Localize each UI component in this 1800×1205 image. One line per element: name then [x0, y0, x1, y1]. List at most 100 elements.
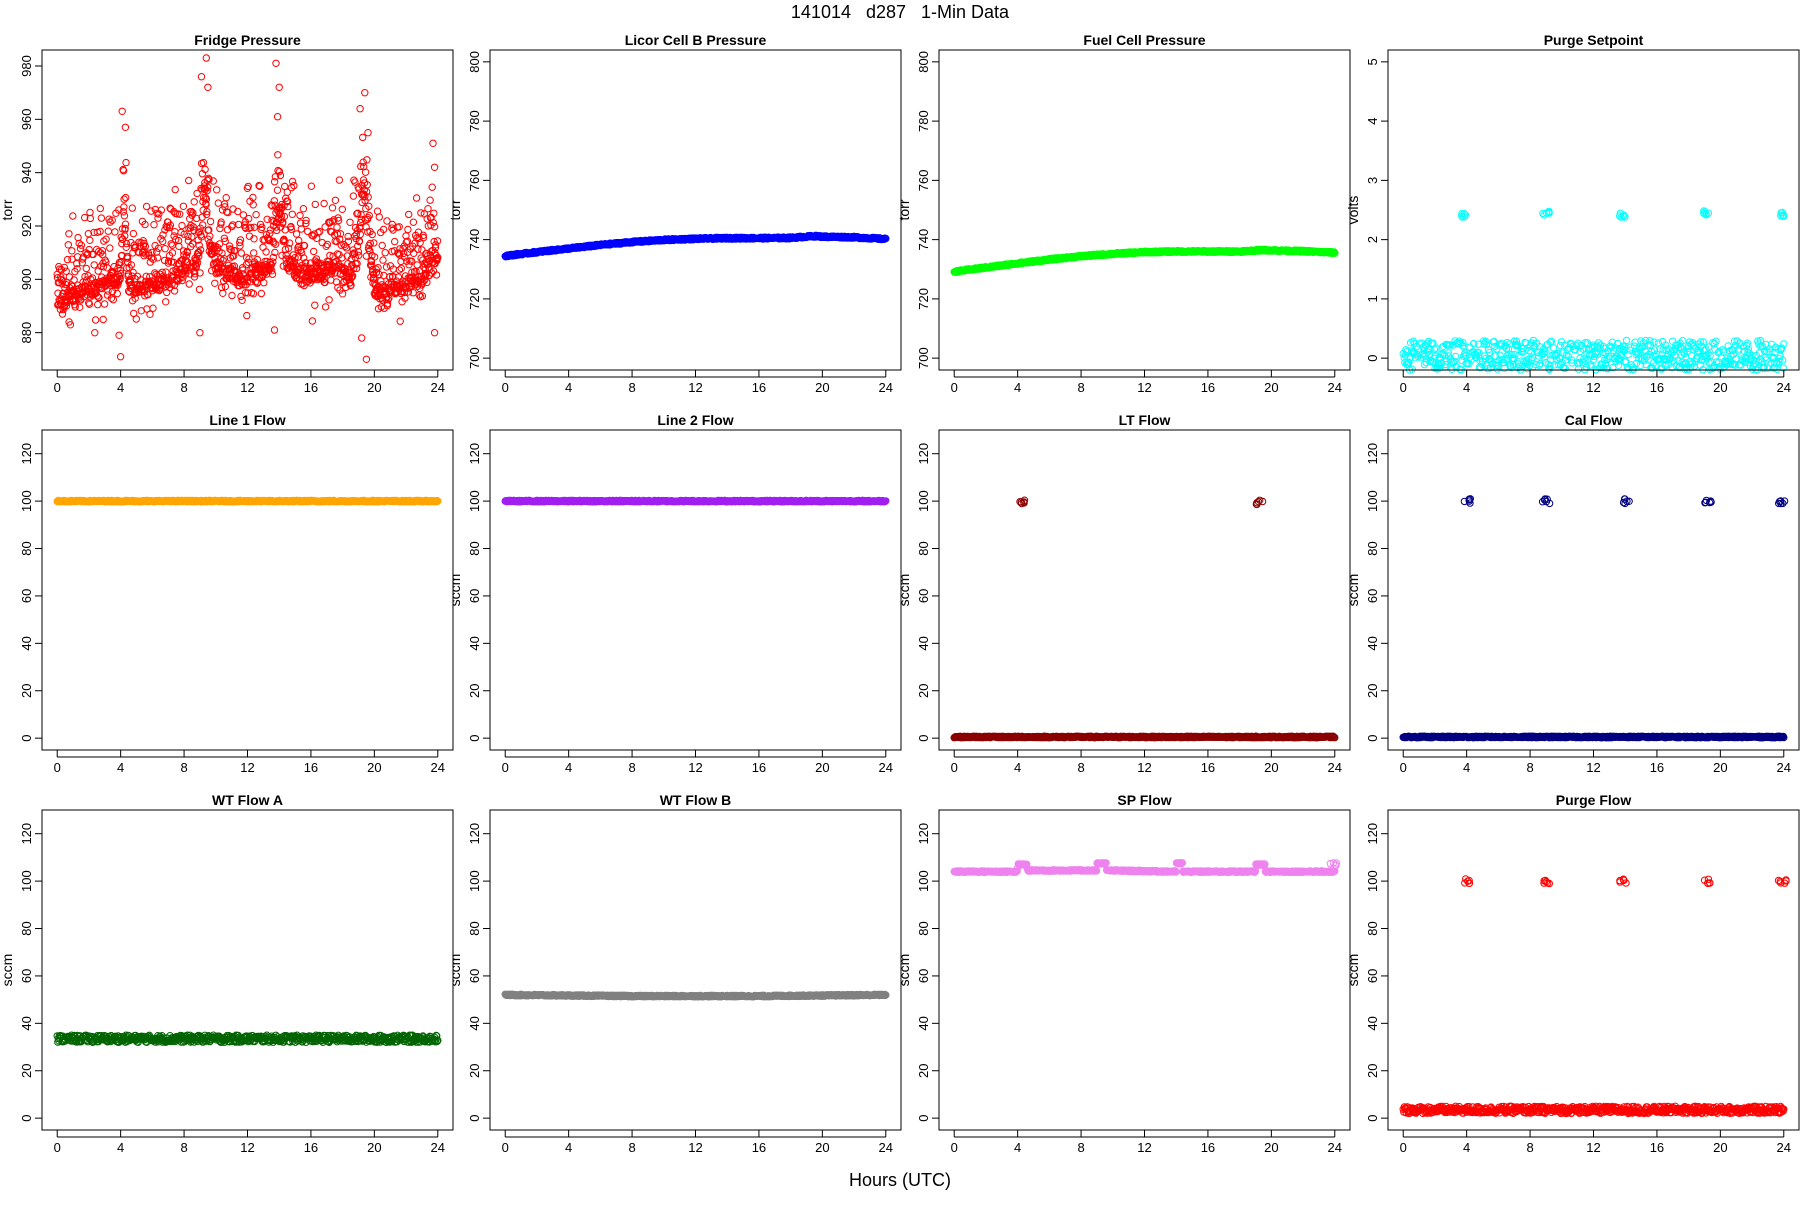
data-point: [97, 205, 103, 211]
y-tick-label: 800: [916, 51, 931, 73]
data-point: [75, 234, 81, 240]
data-point: [220, 290, 226, 296]
x-tick-label: 0: [1400, 380, 1407, 395]
y-tick-label: 1: [1365, 295, 1380, 302]
data-point: [121, 204, 127, 210]
panel-title: Line 2 Flow: [657, 412, 733, 428]
data-point: [77, 304, 83, 310]
x-tick-label: 20: [367, 760, 381, 775]
data-point: [308, 183, 314, 189]
y-tick-label: 780: [467, 110, 482, 132]
data-point: [289, 211, 295, 217]
data-point: [1623, 337, 1629, 343]
data-point: [275, 152, 281, 158]
data-point: [431, 330, 437, 336]
y-tick-label: 80: [19, 541, 34, 555]
data-point: [360, 134, 366, 140]
data-point: [273, 60, 279, 66]
panel-title: Purge Setpoint: [1544, 32, 1644, 48]
data-point: [362, 90, 368, 96]
x-tick-label: 0: [502, 380, 509, 395]
y-tick-label: 900: [19, 268, 34, 290]
y-tick-label: 960: [19, 108, 34, 130]
data-point: [119, 108, 125, 114]
x-tick-label: 24: [431, 380, 445, 395]
y-tick-label: 120: [19, 443, 34, 465]
plot-frame: [490, 50, 901, 370]
data-points: [502, 232, 889, 260]
data-point: [87, 237, 93, 243]
data-point: [398, 265, 404, 271]
data-point: [419, 247, 425, 253]
y-tick-label: 760: [916, 170, 931, 192]
data-point: [363, 356, 369, 362]
data-point: [274, 187, 280, 193]
data-point: [380, 257, 386, 263]
data-point: [1575, 366, 1581, 372]
data-point: [309, 318, 315, 324]
data-point: [339, 206, 345, 212]
x-tick-label: 24: [879, 380, 893, 395]
x-tick-label: 8: [628, 380, 635, 395]
data-point: [223, 195, 229, 201]
y-tick-label: 5: [1365, 58, 1380, 65]
data-point: [100, 316, 106, 322]
data-point: [397, 318, 403, 324]
data-point: [263, 249, 269, 255]
y-tick-label: 760: [467, 170, 482, 192]
data-point: [366, 212, 372, 218]
y-tick-label: 40: [19, 636, 34, 650]
data-point: [274, 114, 280, 120]
data-point: [312, 201, 318, 207]
data-point: [147, 311, 153, 317]
data-point: [191, 199, 197, 205]
data-point: [376, 214, 382, 220]
data-point: [311, 248, 317, 254]
y-tick-label: 780: [916, 110, 931, 132]
data-point: [414, 262, 420, 268]
data-point: [207, 218, 213, 224]
data-point: [121, 213, 127, 219]
y-axis-label: volts: [1345, 196, 1361, 225]
data-point: [123, 240, 129, 246]
data-point: [210, 178, 216, 184]
data-point: [431, 224, 437, 230]
data-point: [123, 194, 129, 200]
data-point: [189, 234, 195, 240]
y-tick-label: 940: [19, 162, 34, 184]
y-tick-label: 20: [19, 684, 34, 698]
y-tick-label: 740: [916, 229, 931, 251]
data-points: [951, 246, 1338, 275]
data-point: [297, 212, 303, 218]
data-point: [276, 84, 282, 90]
data-point: [123, 159, 129, 165]
data-point: [300, 206, 306, 212]
x-tick-label: 16: [1650, 380, 1664, 395]
data-point: [322, 304, 328, 310]
panel-title: Line 1 Flow: [209, 412, 285, 428]
x-tick-label: 12: [240, 760, 254, 775]
data-point: [312, 302, 318, 308]
data-point: [260, 244, 266, 250]
data-point: [217, 225, 223, 231]
data-point: [95, 301, 101, 307]
data-point: [130, 230, 136, 236]
data-point: [101, 301, 107, 307]
data-point: [212, 280, 218, 286]
data-points: [54, 55, 441, 363]
y-axis-label: sccm: [447, 574, 463, 607]
y-tick-label: 100: [19, 490, 34, 512]
data-point: [151, 222, 157, 228]
data-point: [253, 212, 259, 218]
data-point: [122, 124, 128, 130]
data-point: [150, 305, 156, 311]
data-point: [430, 140, 436, 146]
data-point: [214, 187, 220, 193]
data-point: [332, 197, 338, 203]
x-tick-label: 4: [117, 760, 124, 775]
data-point: [1587, 362, 1593, 368]
data-point: [350, 193, 356, 199]
data-point: [83, 265, 89, 271]
data-point: [1433, 345, 1439, 351]
